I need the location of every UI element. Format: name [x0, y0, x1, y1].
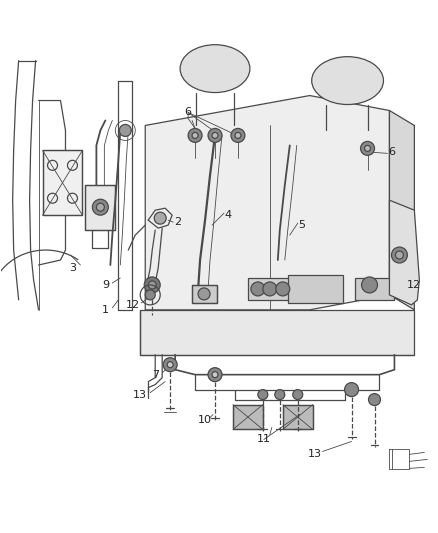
Polygon shape: [140, 310, 414, 355]
Circle shape: [275, 390, 285, 400]
Bar: [283, 405, 313, 430]
Text: 6: 6: [184, 108, 191, 117]
Text: 4: 4: [224, 210, 232, 220]
Text: 13: 13: [308, 449, 321, 459]
Circle shape: [392, 247, 407, 263]
Text: 11: 11: [257, 434, 271, 445]
Circle shape: [212, 132, 218, 139]
Circle shape: [192, 132, 198, 139]
Circle shape: [364, 146, 371, 151]
Circle shape: [361, 277, 378, 293]
Bar: [233, 405, 263, 430]
Bar: [42, 150, 82, 215]
Circle shape: [263, 282, 277, 296]
Text: 7: 7: [152, 370, 159, 379]
Circle shape: [163, 358, 177, 372]
Circle shape: [360, 141, 374, 155]
Circle shape: [148, 281, 156, 289]
Circle shape: [119, 124, 131, 136]
Circle shape: [208, 368, 222, 382]
Circle shape: [208, 128, 222, 142]
Text: 1: 1: [102, 305, 109, 315]
Bar: [85, 185, 115, 230]
Text: 2: 2: [175, 217, 182, 227]
Circle shape: [235, 132, 241, 139]
Text: 6: 6: [388, 147, 395, 157]
Bar: [355, 278, 395, 300]
Polygon shape: [389, 110, 414, 310]
Text: 12: 12: [407, 280, 421, 290]
Text: 10: 10: [198, 415, 212, 424]
Circle shape: [212, 372, 218, 378]
Circle shape: [198, 288, 210, 300]
Polygon shape: [145, 95, 389, 310]
Text: 13: 13: [133, 390, 147, 400]
Circle shape: [293, 390, 303, 400]
Circle shape: [258, 390, 268, 400]
Polygon shape: [389, 200, 419, 305]
Circle shape: [167, 362, 173, 368]
Circle shape: [144, 277, 160, 293]
Ellipse shape: [312, 56, 384, 104]
Text: 12: 12: [126, 300, 140, 310]
Bar: [248, 278, 293, 300]
Circle shape: [92, 199, 108, 215]
Circle shape: [276, 282, 290, 296]
Circle shape: [396, 251, 403, 259]
Text: 3: 3: [69, 263, 76, 273]
Bar: [192, 285, 217, 303]
Circle shape: [154, 212, 166, 224]
Ellipse shape: [180, 45, 250, 93]
Circle shape: [345, 383, 359, 397]
Text: 9: 9: [102, 280, 109, 290]
Circle shape: [231, 128, 245, 142]
Circle shape: [251, 282, 265, 296]
Circle shape: [96, 203, 104, 211]
Bar: [288, 275, 343, 303]
Text: 5: 5: [298, 220, 305, 230]
Circle shape: [368, 393, 381, 406]
Circle shape: [145, 290, 155, 300]
Circle shape: [188, 128, 202, 142]
